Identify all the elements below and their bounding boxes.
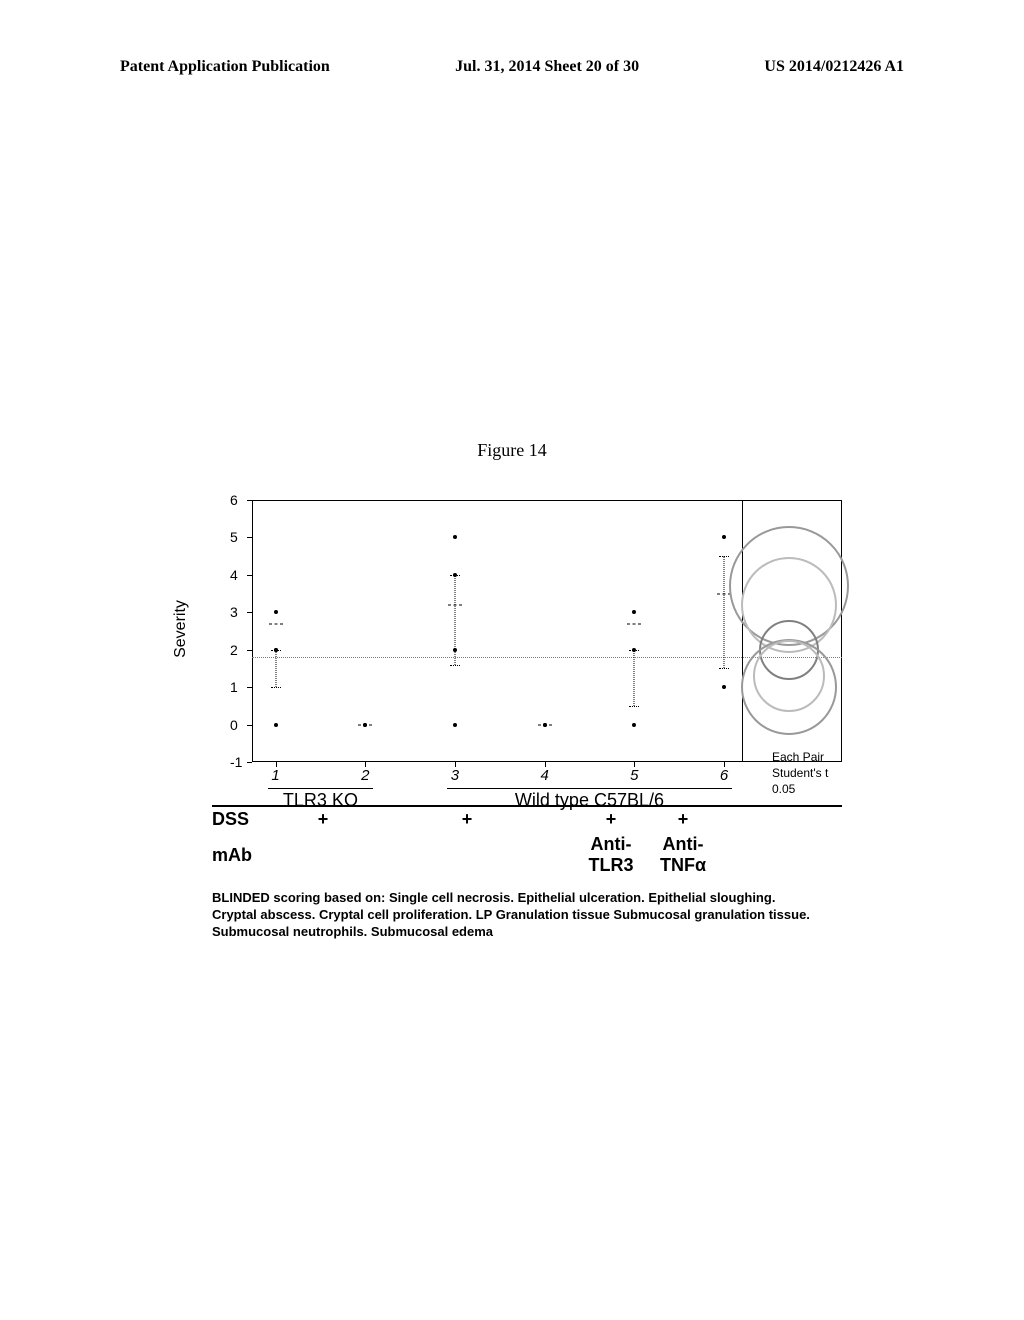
data-point [632, 610, 636, 614]
xtick-label: 2 [361, 767, 369, 784]
header-left: Patent Application Publication [120, 58, 330, 76]
pair-label-3: 0.05 [772, 782, 847, 796]
error-cap [629, 650, 639, 651]
mean-marker [538, 724, 552, 725]
y-axis-label: Severity [172, 600, 190, 658]
error-cap [719, 556, 729, 557]
ytick-label: 2 [230, 642, 238, 658]
table-cell: + [431, 809, 503, 830]
ytick-mark [247, 687, 252, 688]
data-point [453, 535, 457, 539]
ytick-mark [247, 612, 252, 613]
group-underline [268, 788, 374, 789]
table-row: DSS++++ [212, 805, 842, 832]
chart-container: Severity -10123456123456TLR3 KOWild type… [212, 500, 802, 762]
page-header: Patent Application Publication Jul. 31, … [0, 58, 1024, 76]
plot-area: -10123456123456TLR3 KOWild type C57BL/6E… [252, 500, 842, 762]
pair-label-1: Each Pair [772, 750, 847, 764]
data-point [632, 723, 636, 727]
xtick-label: 3 [451, 767, 459, 784]
data-point [274, 610, 278, 614]
ytick-label: 6 [230, 492, 238, 508]
ytick-mark [247, 762, 252, 763]
mean-marker [358, 724, 372, 725]
error-cap [450, 665, 460, 666]
xtick-label: 1 [271, 767, 279, 784]
error-bar [724, 556, 725, 668]
xtick-mark [634, 762, 635, 767]
xtick-mark [724, 762, 725, 767]
error-cap [450, 575, 460, 576]
xtick-mark [545, 762, 546, 767]
ytick-label: -1 [230, 754, 242, 770]
data-point [453, 723, 457, 727]
xtick-mark [455, 762, 456, 767]
ytick-mark [247, 725, 252, 726]
data-point [722, 535, 726, 539]
error-cap [271, 687, 281, 688]
comparison-circle [753, 640, 825, 712]
header-center: Jul. 31, 2014 Sheet 20 of 30 [455, 58, 639, 76]
ytick-label: 0 [230, 717, 238, 733]
figure-title: Figure 14 [0, 440, 1024, 461]
table-cell: Anti-TLR3 [575, 834, 647, 876]
error-bar [454, 575, 455, 665]
condition-table: DSS++++mAbAnti-TLR3Anti-TNFα [212, 805, 842, 878]
table-cell: + [287, 809, 359, 830]
table-cell: Anti-TNFα [647, 834, 719, 876]
data-point [722, 685, 726, 689]
ytick-label: 5 [230, 529, 238, 545]
ytick-label: 3 [230, 604, 238, 620]
ytick-mark [247, 537, 252, 538]
mean-marker [627, 623, 641, 624]
xtick-mark [276, 762, 277, 767]
table-cell: + [647, 809, 719, 830]
ytick-mark [247, 500, 252, 501]
error-bar [634, 650, 635, 706]
ytick-mark [247, 650, 252, 651]
table-cell: + [575, 809, 647, 830]
ytick-mark [247, 575, 252, 576]
xtick-mark [365, 762, 366, 767]
vertical-separator [742, 500, 743, 762]
ytick-label: 1 [230, 679, 238, 695]
group-underline [447, 788, 732, 789]
error-bar [275, 650, 276, 687]
error-cap [629, 706, 639, 707]
ytick-label: 4 [230, 567, 238, 583]
error-cap [271, 650, 281, 651]
data-point [274, 723, 278, 727]
xtick-label: 6 [720, 767, 728, 784]
mean-marker [269, 623, 283, 624]
scoring-caption: BLINDED scoring based on: Single cell ne… [212, 890, 812, 941]
table-row: mAb Anti-TLR3Anti-TNFα [212, 832, 842, 878]
pair-label-2: Student's t [772, 766, 847, 780]
table-row-label: mAb [212, 845, 287, 866]
header-right: US 2014/0212426 A1 [764, 58, 904, 76]
table-row-label: DSS [212, 809, 287, 830]
xtick-label: 5 [630, 767, 638, 784]
xtick-label: 4 [540, 767, 548, 784]
error-cap [719, 668, 729, 669]
